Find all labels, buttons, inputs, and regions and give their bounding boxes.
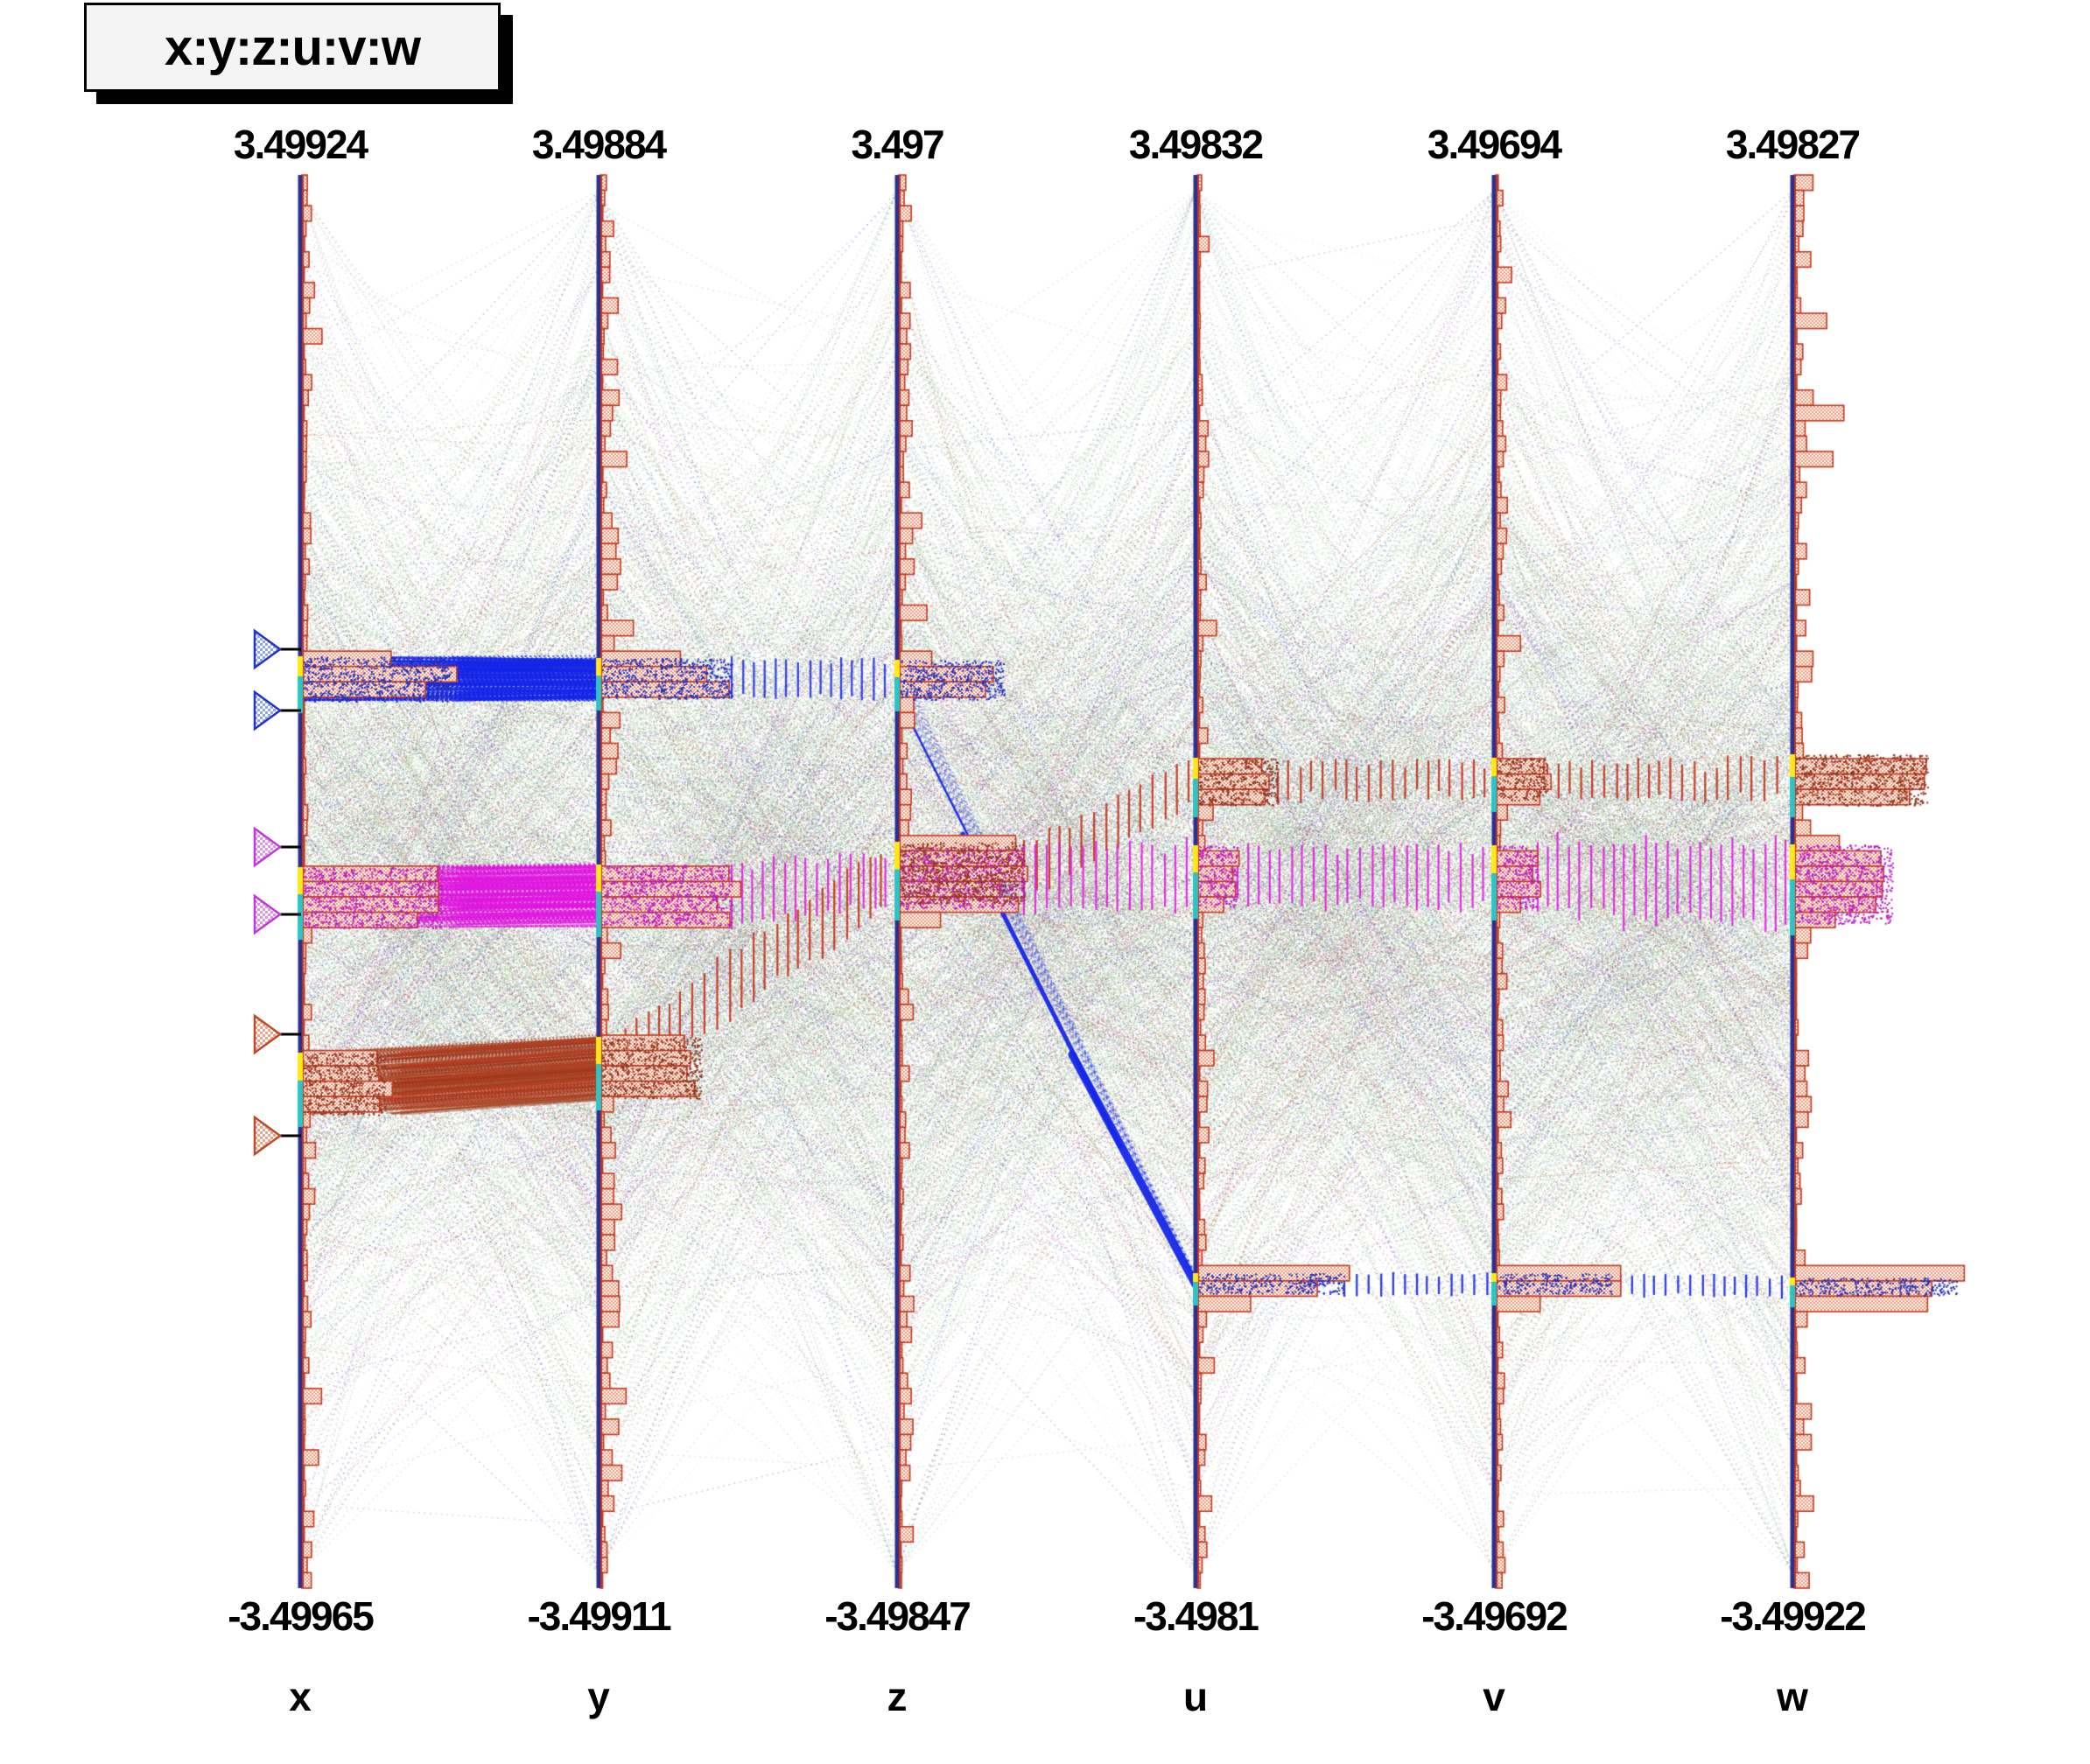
violet-range-slider-bottom-handle[interactable] bbox=[253, 893, 283, 935]
x-axis-orange-range-slider bbox=[253, 1013, 301, 1157]
violet-range-slider-top-handle[interactable] bbox=[253, 826, 283, 868]
blue-range-slider-top-handle[interactable] bbox=[253, 628, 283, 670]
orange-range-slider-top-handle[interactable] bbox=[253, 1013, 283, 1055]
blue-range-slider-bottom-handle[interactable] bbox=[253, 690, 283, 732]
orange-range-slider-bottom-handle[interactable] bbox=[253, 1115, 283, 1157]
x-axis-blue-range-slider bbox=[253, 628, 301, 732]
x-axis-violet-range-slider bbox=[253, 826, 301, 935]
